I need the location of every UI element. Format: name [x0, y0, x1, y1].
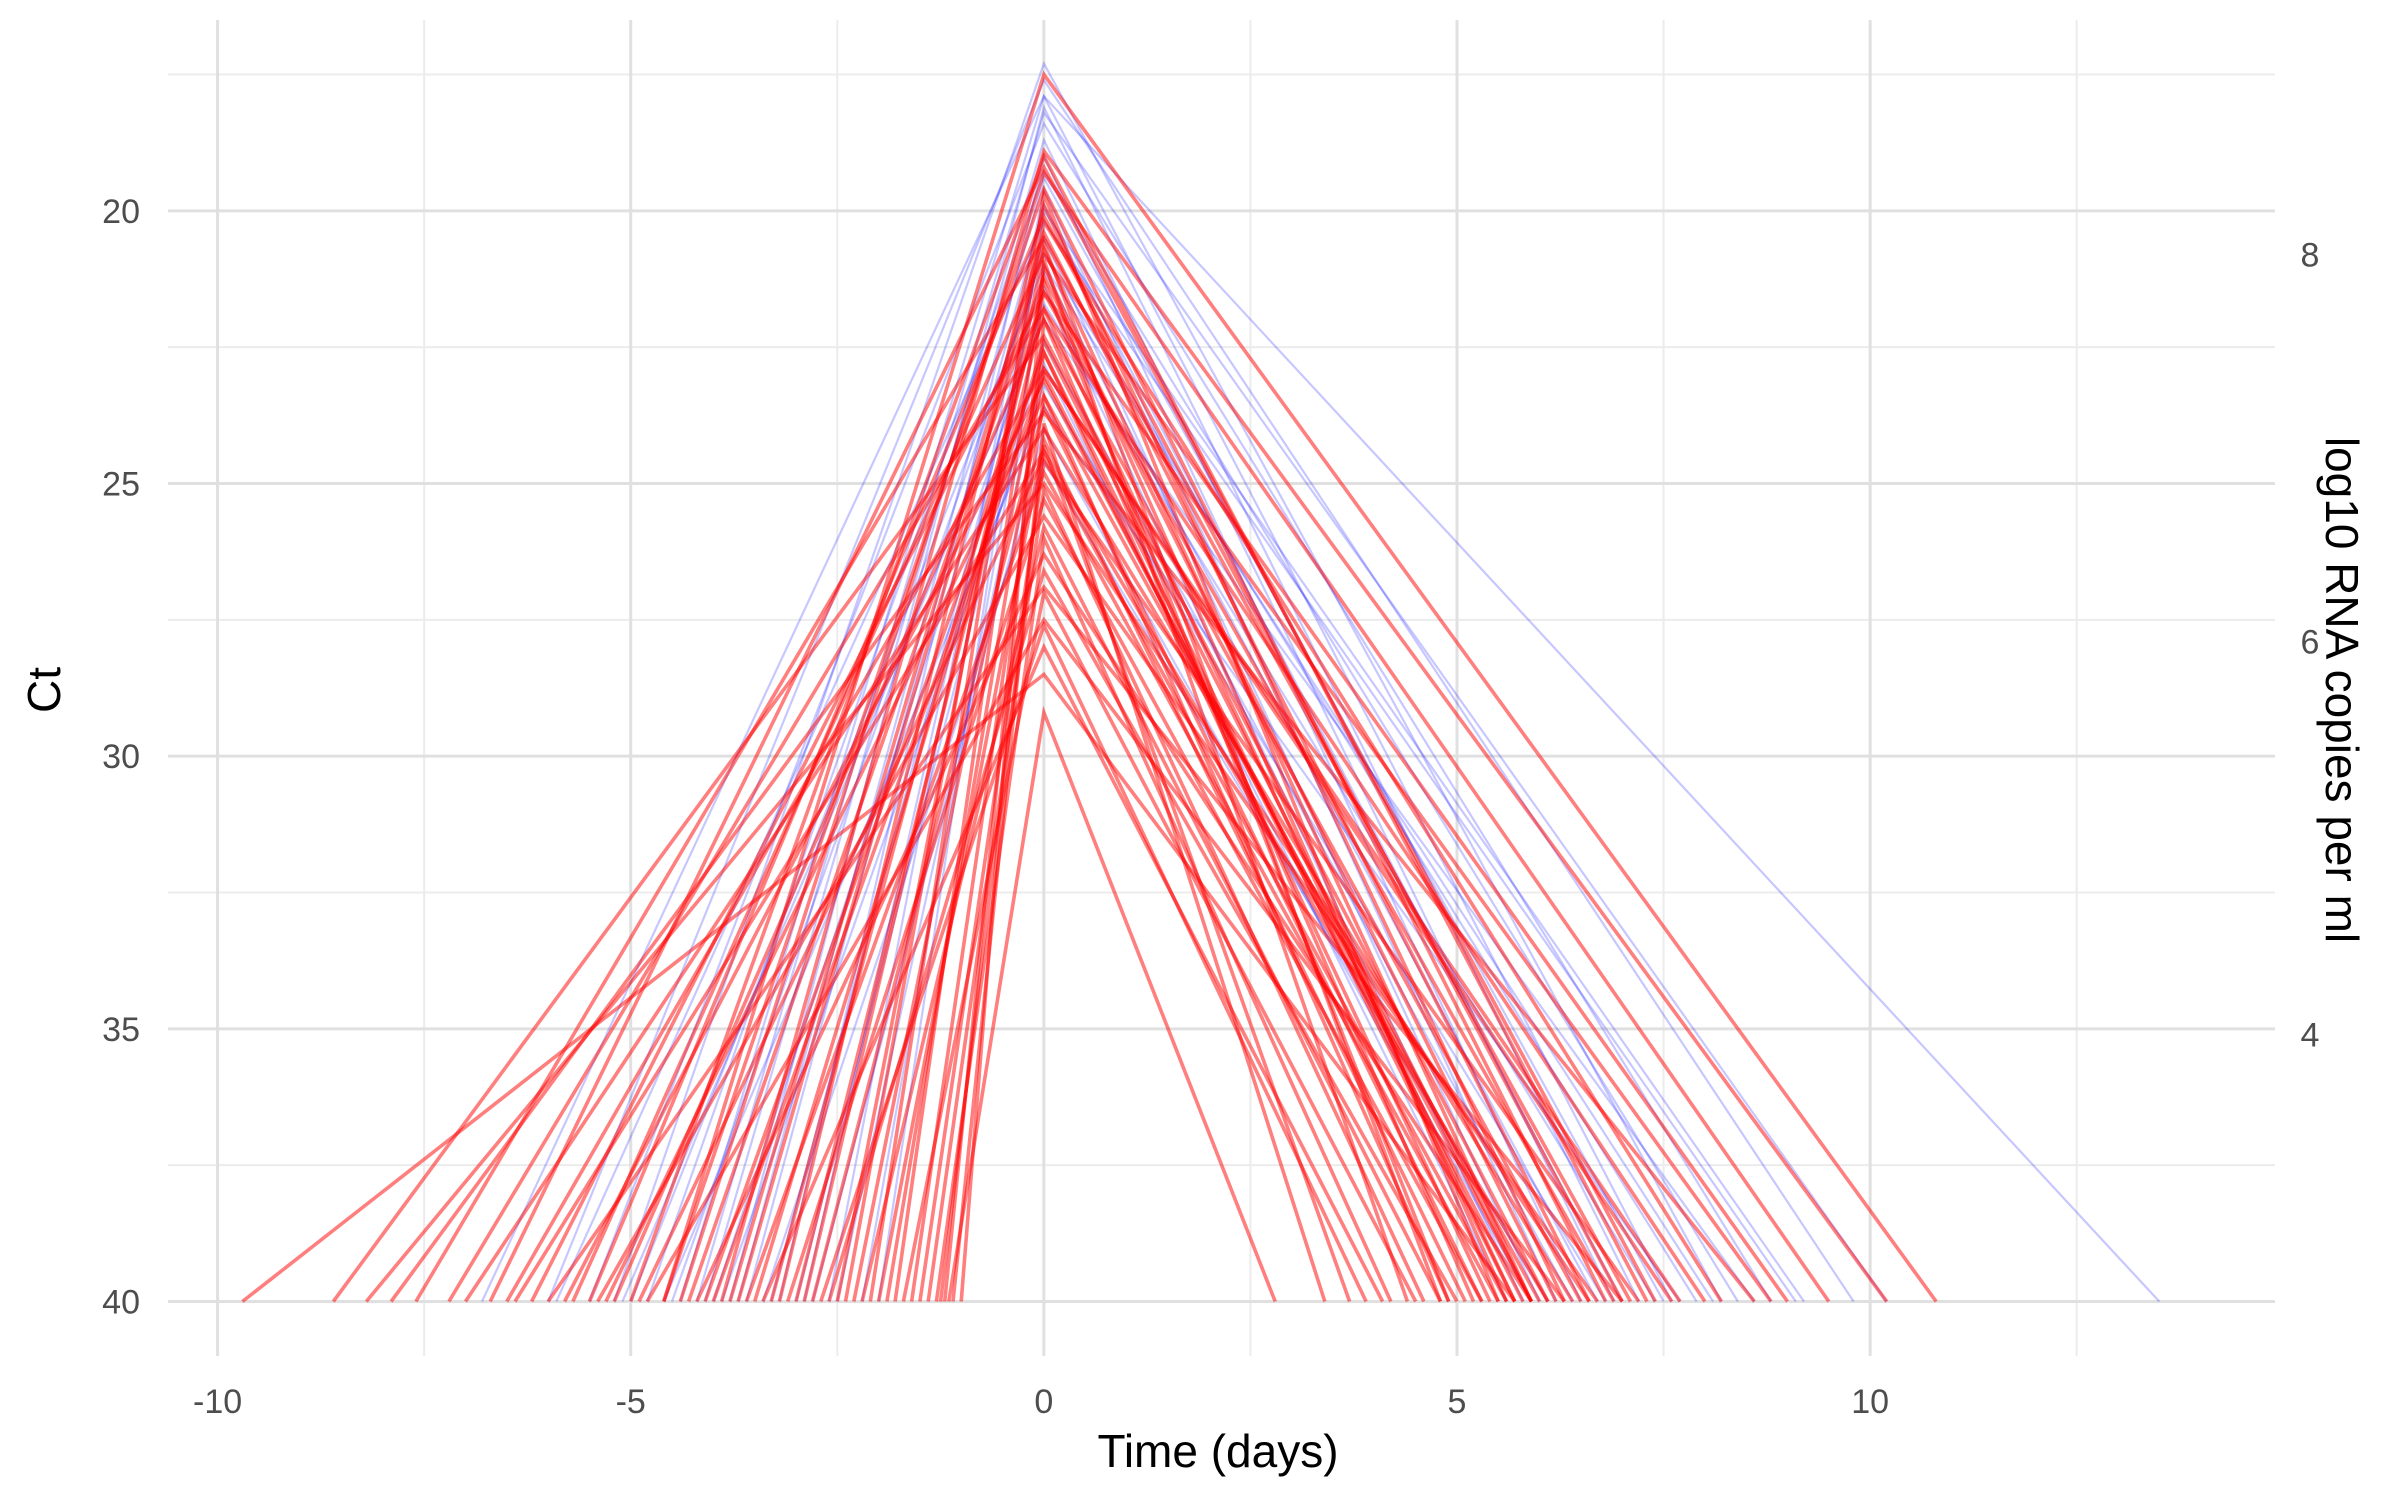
trajectory-line: [720, 382, 1607, 1303]
x-tick-label: 5: [1448, 1383, 1467, 1421]
y2-tick-label: 6: [2301, 624, 2320, 662]
trajectory-line: [678, 168, 1831, 1303]
trajectory-line: [926, 482, 1426, 1303]
trajectory-line: [695, 550, 1533, 1303]
axes: Time (days) Ct log10 RNA copies per ml -…: [18, 193, 2368, 1477]
x-tick-label: 0: [1034, 1383, 1053, 1421]
x-tick-label: -10: [193, 1383, 242, 1421]
trajectory-line: [959, 259, 1410, 1303]
grid: [168, 20, 2275, 1356]
trajectory-line: [918, 456, 1641, 1303]
x-axis-title: Time (days): [1097, 1425, 1338, 1477]
trajectory-line: [843, 216, 1723, 1303]
trajectory-line: [769, 288, 1773, 1303]
trajectory-line: [662, 70, 1938, 1303]
trajectory-line: [513, 447, 1550, 1303]
trajectory-line: [868, 187, 1500, 1303]
trajectory-line: [728, 227, 1591, 1303]
trajectory-line: [802, 275, 1451, 1303]
x-tick-label: -5: [616, 1383, 646, 1421]
y-tick-label: 20: [102, 193, 140, 231]
x-tick-label: 10: [1851, 1383, 1889, 1421]
trajectory-line: [481, 94, 2161, 1303]
trajectory-line: [596, 512, 1599, 1303]
trajectory-line: [719, 146, 1889, 1303]
plot-series: [241, 60, 2161, 1303]
trajectory-line: [947, 705, 1277, 1303]
trajectory-line: [942, 312, 1476, 1303]
secondary-y-axis-title: log10 RNA copies per ml: [2316, 437, 2368, 943]
y-tick-label: 30: [102, 738, 140, 776]
trajectory-line: [447, 305, 1707, 1303]
y-tick-label: 35: [102, 1011, 140, 1049]
trajectory-line: [885, 364, 1682, 1303]
series-red: [241, 70, 1938, 1303]
trajectory-line: [819, 620, 1368, 1303]
trajectory-line: [588, 121, 1772, 1303]
trajectory-line: [860, 521, 1443, 1303]
y-axis-title: Ct: [18, 667, 70, 713]
trajectory-line: [938, 444, 1352, 1303]
trajectory-line: [645, 616, 1566, 1303]
y2-tick-label: 4: [2301, 1016, 2320, 1054]
trajectory-line: [241, 671, 1517, 1303]
trajectory-line: [389, 409, 1756, 1303]
trajectory-line: [662, 184, 1608, 1303]
trajectory-line: [695, 110, 1888, 1303]
trajectory-line: [703, 348, 1517, 1303]
y2-tick-label: 8: [2301, 236, 2320, 274]
trajectory-line: [629, 151, 1649, 1303]
trajectory-line: [785, 495, 1484, 1303]
trajectory-line: [546, 584, 1624, 1303]
y-tick-label: 40: [102, 1283, 140, 1321]
y-tick-label: 25: [102, 466, 140, 504]
trajectory-line: [836, 360, 1508, 1302]
trajectory-line: [901, 587, 1418, 1303]
